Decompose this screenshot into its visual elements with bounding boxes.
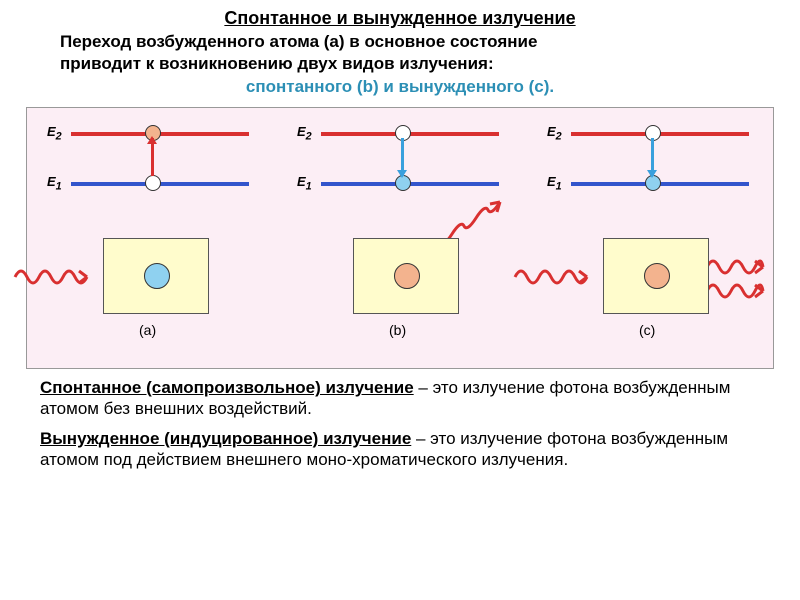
atom-in-box: [394, 263, 420, 289]
def1-title: Спонтанное (самопроизвольное) излучение: [40, 378, 414, 397]
e1-label: E1: [547, 174, 562, 193]
def2-title: Вынужденное (индуцированное) излучение: [40, 429, 411, 448]
e2-label: E2: [547, 124, 562, 143]
atom-box: [603, 238, 709, 314]
outgoing-wave-2: [707, 279, 779, 303]
panel-c: E2 E1 (c): [527, 108, 767, 368]
panel-b: E2 E1 (b): [277, 108, 517, 368]
e2-label: E2: [297, 124, 312, 143]
subtitle: Переход возбужденного атома (а) в основн…: [60, 31, 740, 75]
diagram-area: E2 E1 (a) E2 E1 (b): [26, 107, 774, 369]
e2-label: E2: [47, 124, 62, 143]
definition-stimulated: Вынужденное (индуцированное) излучение –…: [40, 428, 760, 471]
arrow-head-down: [647, 170, 657, 178]
incoming-wave: [15, 265, 105, 289]
subtitle-line2: приводит к возникновению двух видов излу…: [60, 54, 494, 73]
types-line: спонтанного (b) и вынужденного (с).: [60, 77, 740, 97]
atom-box: [103, 238, 209, 314]
panel-label: (c): [639, 322, 655, 338]
incoming-wave: [515, 265, 605, 289]
arrow-head-up: [147, 136, 157, 144]
panel-label: (b): [389, 322, 406, 338]
atom-in-box: [144, 263, 170, 289]
e1-label: E1: [297, 174, 312, 193]
atom-in-box: [644, 263, 670, 289]
subtitle-line1: Переход возбужденного атома (а) в основн…: [60, 32, 537, 51]
outgoing-wave-1: [707, 255, 779, 279]
panel-a: E2 E1 (a): [27, 108, 267, 368]
definition-spontaneous: Спонтанное (самопроизвольное) излучение …: [40, 377, 760, 420]
arrow-head-down: [397, 170, 407, 178]
atom-bot: [145, 175, 161, 191]
panel-label: (a): [139, 322, 156, 338]
e1-label: E1: [47, 174, 62, 193]
atom-box: [353, 238, 459, 314]
page-title: Спонтанное и вынужденное излучение: [60, 8, 740, 29]
